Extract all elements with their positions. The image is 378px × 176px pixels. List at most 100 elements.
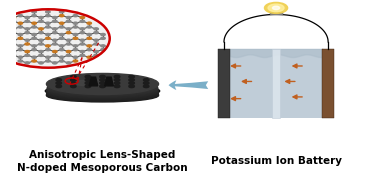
Circle shape bbox=[87, 22, 91, 24]
Circle shape bbox=[67, 43, 71, 45]
Circle shape bbox=[85, 85, 91, 88]
Circle shape bbox=[11, 28, 15, 30]
Circle shape bbox=[25, 62, 29, 64]
Circle shape bbox=[53, 54, 57, 56]
Circle shape bbox=[53, 62, 57, 64]
Ellipse shape bbox=[46, 89, 158, 102]
Circle shape bbox=[80, 28, 85, 30]
Circle shape bbox=[114, 82, 120, 84]
FancyBboxPatch shape bbox=[218, 49, 230, 118]
Circle shape bbox=[32, 22, 36, 24]
Circle shape bbox=[129, 82, 135, 84]
Circle shape bbox=[71, 78, 76, 81]
Circle shape bbox=[85, 78, 91, 81]
Circle shape bbox=[59, 11, 64, 13]
Circle shape bbox=[0, 9, 110, 68]
Ellipse shape bbox=[47, 81, 158, 95]
Circle shape bbox=[39, 43, 43, 45]
Circle shape bbox=[73, 15, 78, 17]
Circle shape bbox=[53, 28, 57, 30]
Circle shape bbox=[25, 28, 29, 30]
Circle shape bbox=[4, 56, 9, 58]
Circle shape bbox=[143, 78, 149, 81]
Ellipse shape bbox=[72, 80, 116, 86]
Circle shape bbox=[100, 78, 105, 81]
Circle shape bbox=[32, 15, 36, 17]
Circle shape bbox=[18, 56, 23, 58]
Circle shape bbox=[4, 33, 9, 36]
Circle shape bbox=[73, 60, 78, 62]
Circle shape bbox=[73, 56, 78, 58]
Circle shape bbox=[11, 51, 15, 53]
Circle shape bbox=[11, 32, 15, 34]
Circle shape bbox=[18, 49, 23, 51]
Circle shape bbox=[114, 78, 120, 81]
Circle shape bbox=[59, 45, 64, 47]
Circle shape bbox=[87, 49, 91, 51]
Polygon shape bbox=[89, 77, 98, 86]
Circle shape bbox=[46, 56, 50, 58]
Circle shape bbox=[67, 51, 71, 53]
Ellipse shape bbox=[47, 84, 158, 98]
Circle shape bbox=[18, 22, 23, 24]
Circle shape bbox=[46, 26, 50, 28]
Circle shape bbox=[18, 45, 23, 47]
Circle shape bbox=[59, 26, 64, 28]
Ellipse shape bbox=[47, 86, 158, 99]
Circle shape bbox=[273, 6, 280, 10]
Circle shape bbox=[25, 39, 29, 41]
Circle shape bbox=[101, 33, 105, 36]
Circle shape bbox=[85, 75, 91, 78]
Circle shape bbox=[80, 39, 85, 41]
Circle shape bbox=[87, 56, 91, 58]
Circle shape bbox=[11, 54, 15, 56]
Text: Anisotropic Lens-Shaped
N-doped Mesoporous Carbon: Anisotropic Lens-Shaped N-doped Mesoporo… bbox=[17, 150, 188, 173]
Circle shape bbox=[59, 49, 64, 51]
Circle shape bbox=[94, 54, 98, 56]
Circle shape bbox=[25, 54, 29, 56]
Circle shape bbox=[11, 43, 15, 45]
Circle shape bbox=[25, 51, 29, 53]
Circle shape bbox=[46, 37, 50, 39]
Ellipse shape bbox=[46, 87, 158, 100]
Circle shape bbox=[129, 85, 135, 88]
Circle shape bbox=[4, 26, 9, 28]
Circle shape bbox=[46, 33, 50, 36]
Circle shape bbox=[129, 75, 135, 78]
Circle shape bbox=[53, 43, 57, 45]
Circle shape bbox=[32, 56, 36, 58]
Circle shape bbox=[73, 33, 78, 36]
Circle shape bbox=[11, 39, 15, 41]
Circle shape bbox=[46, 60, 50, 62]
Circle shape bbox=[18, 37, 23, 39]
FancyBboxPatch shape bbox=[230, 49, 322, 118]
Circle shape bbox=[0, 43, 2, 45]
FancyBboxPatch shape bbox=[270, 11, 283, 15]
Circle shape bbox=[32, 11, 36, 13]
Circle shape bbox=[0, 51, 2, 53]
Ellipse shape bbox=[46, 73, 158, 95]
Circle shape bbox=[67, 17, 71, 19]
Ellipse shape bbox=[47, 85, 158, 98]
Circle shape bbox=[80, 17, 85, 19]
Circle shape bbox=[87, 33, 91, 36]
Circle shape bbox=[32, 26, 36, 28]
Circle shape bbox=[73, 22, 78, 24]
Circle shape bbox=[114, 85, 120, 88]
Circle shape bbox=[0, 32, 2, 34]
Ellipse shape bbox=[46, 88, 158, 101]
Circle shape bbox=[56, 82, 62, 84]
Ellipse shape bbox=[47, 84, 158, 97]
Circle shape bbox=[18, 60, 23, 62]
Circle shape bbox=[67, 62, 71, 64]
Circle shape bbox=[39, 54, 43, 56]
Circle shape bbox=[80, 43, 85, 45]
Circle shape bbox=[4, 37, 9, 39]
Circle shape bbox=[101, 49, 105, 51]
Circle shape bbox=[94, 32, 98, 34]
Circle shape bbox=[18, 33, 23, 36]
Circle shape bbox=[39, 17, 43, 19]
Ellipse shape bbox=[45, 84, 160, 98]
Circle shape bbox=[85, 82, 91, 84]
Circle shape bbox=[0, 39, 2, 41]
